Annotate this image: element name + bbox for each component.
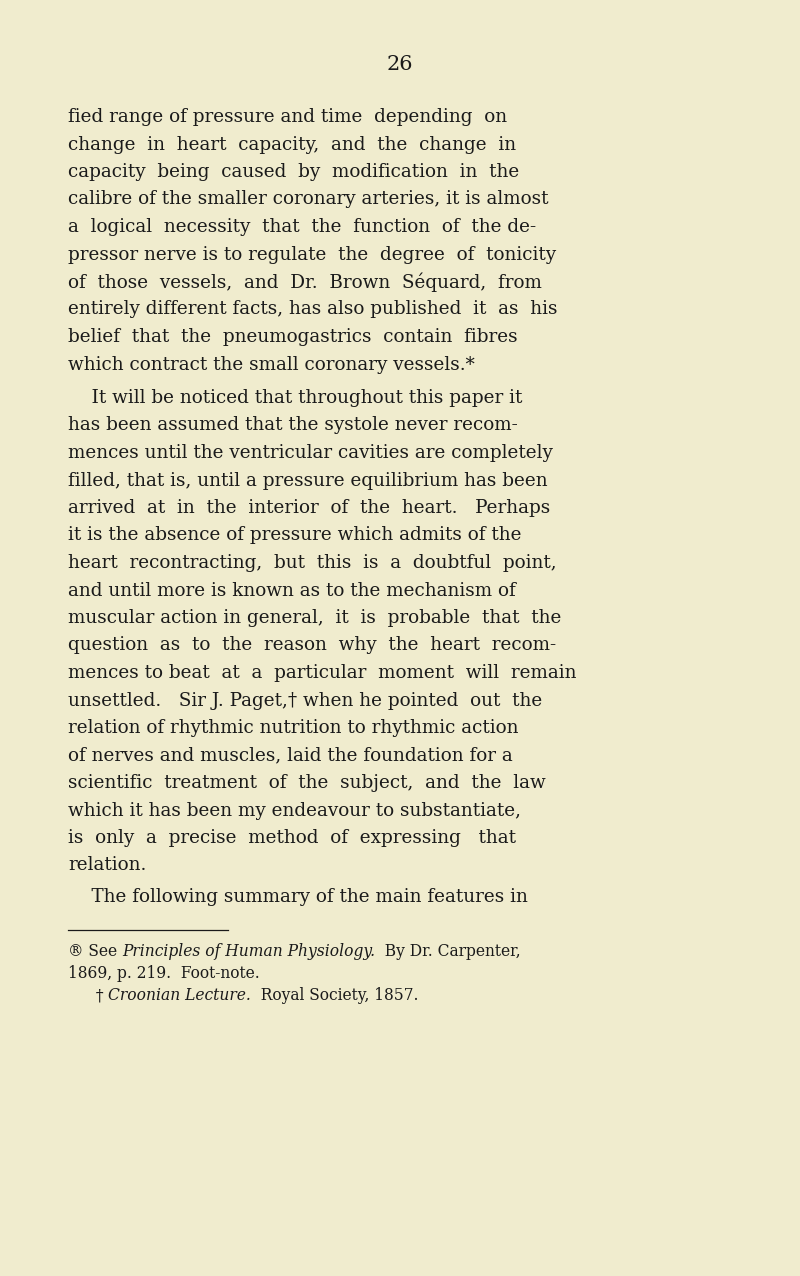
Text: has been assumed that the systole never recom-: has been assumed that the systole never … — [68, 416, 518, 435]
Text: it is the absence of pressure which admits of the: it is the absence of pressure which admi… — [68, 527, 522, 545]
Text: of  those  vessels,  and  Dr.  Brown  Séquard,  from: of those vessels, and Dr. Brown Séquard,… — [68, 273, 542, 292]
Text: relation.: relation. — [68, 856, 146, 874]
Text: mences until the ventricular cavities are completely: mences until the ventricular cavities ar… — [68, 444, 553, 462]
Text: pressor nerve is to regulate  the  degree  of  tonicity: pressor nerve is to regulate the degree … — [68, 245, 556, 264]
Text: Royal Society, 1857.: Royal Society, 1857. — [251, 988, 418, 1004]
Text: change  in  heart  capacity,  and  the  change  in: change in heart capacity, and the change… — [68, 135, 516, 153]
Text: relation of rhythmic nutrition to rhythmic action: relation of rhythmic nutrition to rhythm… — [68, 718, 518, 738]
Text: calibre of the smaller coronary arteries, it is almost: calibre of the smaller coronary arteries… — [68, 190, 549, 208]
Text: capacity  being  caused  by  modification  in  the: capacity being caused by modification in… — [68, 163, 519, 181]
Text: belief  that  the  pneumogastrics  contain  fibres: belief that the pneumogastrics contain f… — [68, 328, 518, 346]
Text: scientific  treatment  of  the  subject,  and  the  law: scientific treatment of the subject, and… — [68, 775, 546, 792]
Text: mences to beat  at  a  particular  moment  will  remain: mences to beat at a particular moment wi… — [68, 664, 577, 681]
Text: ® See: ® See — [68, 943, 122, 961]
Text: of nerves and muscles, laid the foundation for a: of nerves and muscles, laid the foundati… — [68, 746, 513, 764]
Text: filled, that is, until a pressure equilibrium has been: filled, that is, until a pressure equili… — [68, 472, 548, 490]
Text: entirely different facts, has also published  it  as  his: entirely different facts, has also publi… — [68, 301, 558, 319]
Text: 1869, p. 219.  Foot-note.: 1869, p. 219. Foot-note. — [68, 966, 260, 983]
Text: and until more is known as to the mechanism of: and until more is known as to the mechan… — [68, 582, 516, 600]
Text: is  only  a  precise  method  of  expressing   that: is only a precise method of expressing t… — [68, 829, 516, 847]
Text: Croonian Lecture.: Croonian Lecture. — [109, 988, 251, 1004]
Text: It will be noticed that throughout this paper it: It will be noticed that throughout this … — [68, 389, 522, 407]
Text: By Dr. Carpenter,: By Dr. Carpenter, — [375, 943, 521, 961]
Text: †: † — [86, 988, 109, 1004]
Text: a  logical  necessity  that  the  function  of  the de-: a logical necessity that the function of… — [68, 218, 536, 236]
Text: heart  recontracting,  but  this  is  a  doubtful  point,: heart recontracting, but this is a doubt… — [68, 554, 557, 572]
Text: which contract the small coronary vessels.*: which contract the small coronary vessel… — [68, 356, 474, 374]
Text: question  as  to  the  reason  why  the  heart  recom-: question as to the reason why the heart … — [68, 637, 556, 655]
Text: arrived  at  in  the  interior  of  the  heart.   Perhaps: arrived at in the interior of the heart.… — [68, 499, 550, 517]
Text: Principles of Human Physiology.: Principles of Human Physiology. — [122, 943, 375, 961]
Text: 26: 26 — [386, 55, 414, 74]
Text: muscular action in general,  it  is  probable  that  the: muscular action in general, it is probab… — [68, 609, 562, 627]
Text: fied range of pressure and time  depending  on: fied range of pressure and time dependin… — [68, 108, 507, 126]
Text: The following summary of the main features in: The following summary of the main featur… — [68, 888, 528, 906]
Text: which it has been my endeavour to substantiate,: which it has been my endeavour to substa… — [68, 801, 521, 819]
Text: unsettled.   Sir J. Paget,† when he pointed  out  the: unsettled. Sir J. Paget,† when he pointe… — [68, 692, 542, 709]
